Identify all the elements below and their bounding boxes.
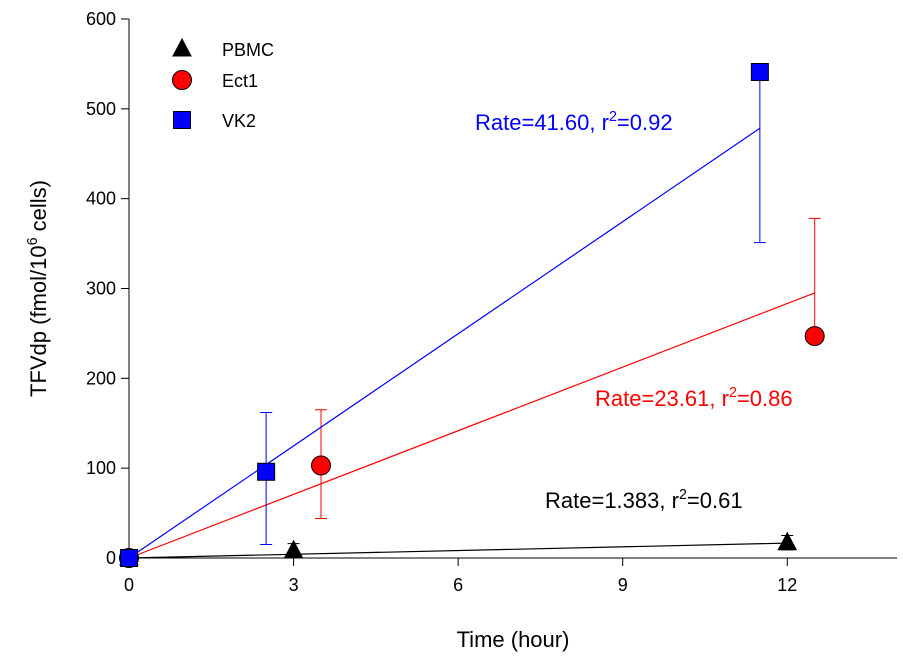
- annotation-part: =0.61: [687, 488, 743, 513]
- fit-line: [128, 542, 788, 559]
- annotation-sup: 2: [609, 109, 617, 125]
- y-tick-label: 100: [86, 458, 116, 478]
- annotation-part: =0.92: [617, 110, 673, 135]
- legend-label: VK2: [222, 111, 256, 131]
- y-tick-label: 500: [86, 99, 116, 119]
- error-bar: [260, 471, 273, 546]
- y-axis-label: TFVdp (fmol/106 cells): [25, 180, 51, 397]
- x-axis-label: Time (hour): [457, 627, 570, 652]
- annotation-part: Rate=1.383, r: [545, 488, 679, 513]
- y-tick-label: 300: [86, 279, 116, 299]
- legend-label: Ect1: [222, 71, 258, 91]
- annotation: Rate=23.61, r2=0.86: [595, 385, 793, 411]
- marker: [173, 111, 191, 129]
- marker: [283, 539, 304, 559]
- x-tick-label: 3: [289, 575, 299, 595]
- y-axis-label-part: cells): [26, 180, 51, 237]
- y-tick-label: 200: [86, 368, 116, 388]
- marker: [777, 531, 798, 551]
- y-axis-label-sup: 6: [25, 237, 41, 245]
- marker: [311, 455, 331, 476]
- marker: [120, 549, 138, 567]
- x-tick-label: 0: [124, 575, 134, 595]
- error-bar: [753, 72, 766, 244]
- marker: [750, 63, 769, 82]
- marker: [804, 326, 825, 347]
- error-bar: [260, 411, 273, 472]
- annotation-part: Rate=41.60, r: [475, 110, 609, 135]
- annotation: Rate=41.60, r2=0.92: [475, 109, 673, 135]
- x-tick-label: 6: [453, 575, 463, 595]
- marker: [257, 462, 276, 481]
- x-tick-label: 12: [777, 575, 797, 595]
- error-bar: [808, 217, 821, 337]
- legend-item: Ect1: [172, 70, 258, 91]
- x-tick-label: 9: [618, 575, 628, 595]
- legend-label: PBMC: [222, 40, 274, 60]
- y-tick-label: 0: [106, 548, 116, 568]
- annotation-part: =0.86: [737, 386, 793, 411]
- legend-item: PBMC: [172, 37, 274, 60]
- fit-line: [128, 127, 761, 559]
- legend-item: VK2: [173, 111, 256, 131]
- marker: [172, 37, 192, 57]
- marker: [172, 70, 192, 90]
- annotation: Rate=1.383, r2=0.61: [545, 487, 743, 513]
- y-axis-label-part: TFVdp (fmol/10: [26, 245, 51, 397]
- y-tick-label: 600: [86, 9, 116, 29]
- fit-line: [128, 292, 815, 559]
- y-tick-label: 400: [86, 189, 116, 209]
- annotation-sup: 2: [679, 487, 687, 503]
- annotation-part: Rate=23.61, r: [595, 386, 729, 411]
- annotation-sup: 2: [729, 385, 737, 401]
